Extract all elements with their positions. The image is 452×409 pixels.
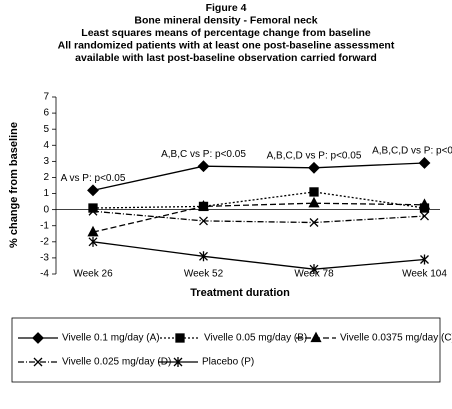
y-tick-label: 2 bbox=[43, 172, 49, 183]
chart-title: Bone mineral density - Femoral neck bbox=[134, 14, 317, 26]
legend-label: Vivelle 0.1 mg/day (A) bbox=[62, 333, 160, 344]
y-tick-label: 3 bbox=[43, 156, 49, 167]
marker bbox=[87, 184, 99, 197]
y-tick-label: 1 bbox=[43, 188, 49, 199]
x-axis-title: Treatment duration bbox=[190, 287, 290, 299]
marker bbox=[88, 206, 98, 216]
y-tick-label: -4 bbox=[40, 269, 49, 280]
chart-title: All randomized patients with at least on… bbox=[58, 39, 395, 51]
legend-marker bbox=[173, 357, 183, 367]
marker bbox=[87, 225, 99, 237]
series-line bbox=[92, 202, 425, 233]
x-tick-label: Week 52 bbox=[184, 269, 224, 280]
marker bbox=[308, 161, 320, 174]
legend-item: Vivelle 0.05 mg/day (B) bbox=[160, 333, 307, 344]
annotation: A,B,C,D vs P: p<0.05 bbox=[267, 150, 362, 161]
annotation: A,B,C,D vs P: p<0.05 bbox=[372, 146, 452, 157]
y-tick-label: -3 bbox=[40, 253, 49, 264]
series-line bbox=[92, 191, 425, 209]
legend-marker bbox=[310, 331, 322, 343]
legend-marker bbox=[175, 333, 185, 343]
series-line bbox=[92, 210, 425, 224]
marker bbox=[309, 218, 319, 227]
marker bbox=[199, 251, 208, 262]
x-tick-label: Week 104 bbox=[402, 269, 447, 280]
marker bbox=[420, 254, 429, 265]
chart-title: Least squares means of percentage change… bbox=[81, 27, 371, 39]
marker bbox=[197, 200, 210, 211]
marker bbox=[308, 196, 320, 208]
legend-label: Vivelle 0.025 mg/day (D) bbox=[62, 357, 171, 368]
marker bbox=[309, 264, 319, 275]
x-tick-label: Week 26 bbox=[73, 269, 113, 280]
y-tick-label: 0 bbox=[43, 204, 49, 215]
y-tick-label: 4 bbox=[43, 140, 49, 151]
y-axis-title: % change from baseline bbox=[8, 122, 20, 248]
legend-label: Vivelle 0.0375 mg/day (C) bbox=[340, 333, 452, 344]
legend-item: Vivelle 0.0375 mg/day (C) bbox=[296, 331, 452, 344]
marker bbox=[88, 236, 98, 247]
y-tick-label: 7 bbox=[43, 92, 49, 103]
marker bbox=[418, 157, 431, 169]
legend-label: Vivelle 0.05 mg/day (B) bbox=[204, 333, 307, 344]
annotation: A,B,C vs P: p<0.05 bbox=[161, 149, 246, 160]
y-tick-label: -1 bbox=[40, 220, 49, 231]
legend-label: Placebo (P) bbox=[202, 357, 254, 368]
legend-item: Placebo (P) bbox=[158, 357, 254, 368]
y-tick-label: 5 bbox=[43, 124, 49, 135]
series-line bbox=[92, 241, 425, 270]
marker bbox=[418, 198, 431, 209]
legend-item: Vivelle 0.1 mg/day (A) bbox=[18, 332, 160, 344]
marker bbox=[309, 187, 319, 197]
legend-box bbox=[11, 317, 441, 383]
marker bbox=[420, 211, 429, 221]
legend-marker bbox=[33, 357, 43, 367]
chart-title: available with last post-baseline observ… bbox=[75, 52, 377, 64]
legend-marker bbox=[32, 332, 44, 344]
marker bbox=[197, 160, 210, 173]
annotation: A vs P: p<0.05 bbox=[61, 173, 126, 184]
series-line bbox=[92, 162, 425, 191]
y-tick-label: 6 bbox=[43, 108, 49, 119]
y-tick-label: -2 bbox=[40, 236, 49, 247]
chart-title: Figure 4 bbox=[206, 2, 247, 14]
legend-item: Vivelle 0.025 mg/day (D) bbox=[18, 357, 171, 368]
marker bbox=[199, 216, 208, 226]
